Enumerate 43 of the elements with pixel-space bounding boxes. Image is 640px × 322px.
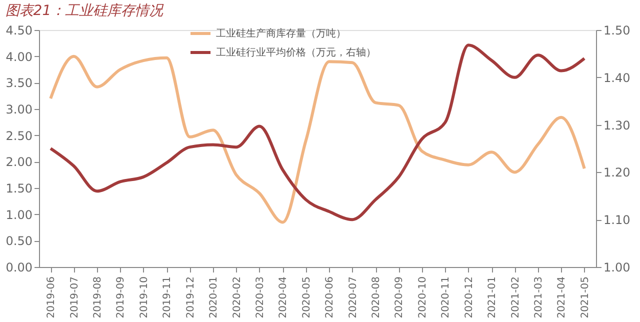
- x-tick-label: 2020-09: [394, 276, 406, 318]
- x-tick-label: 2020-12: [464, 276, 475, 318]
- y-tick-label: 0.00: [6, 260, 32, 274]
- y2-tick-label: 1.10: [604, 213, 630, 228]
- y2-tick-label: 1.40: [604, 70, 630, 85]
- y-tick-label: 2.50: [6, 128, 32, 143]
- x-tick-label: 2021-03: [533, 276, 544, 318]
- x-tick-label: 2020-11: [440, 276, 452, 318]
- legend-label: 工业硅行业平均价格（万元，右轴）: [216, 46, 376, 58]
- x-tick-label: 2020-05: [301, 276, 312, 318]
- x-tick-label: 2020-07: [348, 276, 359, 318]
- x-tick-label: 2019-08: [92, 276, 104, 318]
- chart-title: 图表21：工业硅库存情况: [5, 3, 164, 19]
- y2-tick-label: 1.50: [604, 24, 630, 38]
- y2-tick-label: 1.20: [604, 166, 630, 180]
- x-tick-label: 2020-08: [371, 276, 382, 318]
- y-tick-label: 1.50: [6, 182, 32, 196]
- x-tick-label: 2019-11: [162, 276, 174, 318]
- y-tick-label: 4.00: [6, 50, 32, 64]
- x-tick-label: 2020-02: [232, 276, 243, 318]
- x-tick-label: 2021-02: [510, 276, 522, 318]
- x-tick-label: 2019-12: [185, 276, 196, 318]
- x-tick-label: 2021-05: [580, 276, 591, 318]
- legend-label: 工业硅生产商库存量（万吨）: [216, 28, 346, 40]
- y2-tick-label: 1.00: [604, 260, 630, 274]
- y-tick-label: 4.50: [6, 24, 32, 38]
- x-tick-label: 2021-01: [487, 276, 498, 318]
- y-tick-label: 2.00: [6, 155, 32, 170]
- y-tick-label: 0.50: [6, 234, 32, 248]
- y-tick-label: 1.00: [6, 208, 32, 222]
- x-tick-label: 2020-04: [278, 276, 290, 318]
- x-tick-label: 2019-06: [46, 276, 58, 318]
- x-tick-label: 2019-07: [69, 276, 80, 318]
- x-tick-label: 2019-09: [116, 276, 127, 318]
- y2-tick-label: 1.30: [604, 118, 630, 132]
- y-tick-label: 3.00: [6, 102, 32, 116]
- x-tick-label: 2020-10: [417, 276, 428, 318]
- y-tick-label: 3.50: [6, 76, 32, 90]
- x-tick-label: 2020-03: [254, 276, 266, 318]
- x-tick-label: 2020-06: [324, 276, 336, 318]
- x-tick-label: 2021-04: [556, 276, 568, 318]
- x-tick-label: 2020-01: [208, 276, 220, 318]
- x-tick-label: 2019-10: [138, 276, 150, 318]
